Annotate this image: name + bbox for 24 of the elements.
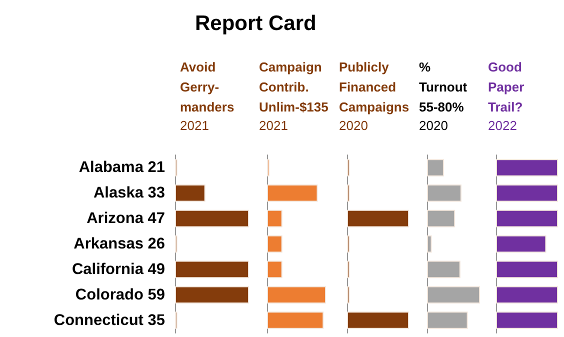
chart-title: Campaign Contrib. Unlim-$135 bbox=[259, 60, 328, 114]
bar bbox=[267, 286, 326, 304]
bar bbox=[267, 260, 282, 278]
y-tick-label: Arizona 47 bbox=[86, 210, 165, 228]
y-tick-label: Colorado 59 bbox=[75, 286, 166, 304]
chart-subtitle: 2020 bbox=[419, 118, 448, 133]
chart-title: Publicly Financed Campaigns bbox=[339, 60, 410, 114]
text: Report Card bbox=[195, 12, 316, 35]
chart-subtitle: 2020 bbox=[339, 118, 368, 133]
y-tick-label: Alaska 33 bbox=[93, 184, 166, 202]
y-tick-label: Alabama 21 bbox=[78, 159, 166, 176]
bar bbox=[267, 184, 318, 202]
y-tick-label: Connecticut 35 bbox=[54, 312, 166, 329]
chart-title: Avoid Gerry- manders bbox=[180, 60, 234, 114]
bar bbox=[267, 312, 324, 329]
chart-title: Good Paper Trail? bbox=[488, 60, 524, 114]
y-tick-label: Arkansas 26 bbox=[74, 236, 166, 252]
chart-subtitle: 2021 bbox=[259, 118, 288, 133]
y-tick-label: California 49 bbox=[72, 260, 166, 278]
chart-subtitle: 2022 bbox=[488, 118, 517, 133]
bar bbox=[267, 210, 282, 228]
chart-title: % Turnout 55-80% bbox=[419, 60, 468, 114]
chart-subtitle: 2021 bbox=[180, 118, 209, 133]
bar bbox=[267, 235, 282, 253]
